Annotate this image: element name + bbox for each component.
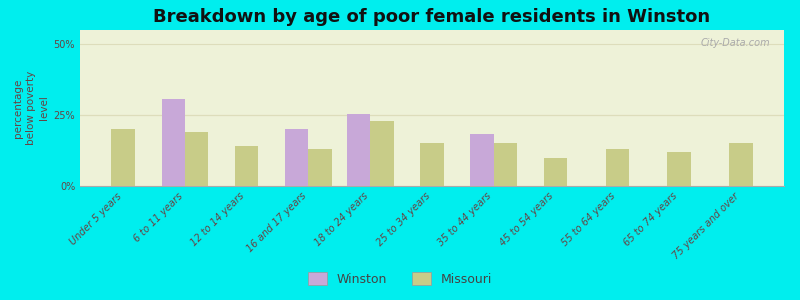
Bar: [606, 149, 629, 186]
Text: City-Data.com: City-Data.com: [700, 38, 770, 48]
Bar: [235, 146, 258, 186]
Bar: [470, 134, 494, 186]
Title: Breakdown by age of poor female residents in Winston: Breakdown by age of poor female resident…: [154, 8, 710, 26]
Bar: [309, 149, 332, 186]
Bar: [346, 114, 370, 186]
Bar: [285, 129, 309, 186]
Bar: [729, 143, 753, 186]
Bar: [162, 100, 185, 186]
Y-axis label: percentage
below poverty
level: percentage below poverty level: [13, 71, 50, 145]
Bar: [420, 143, 444, 186]
Bar: [667, 152, 690, 186]
Bar: [370, 121, 394, 186]
Bar: [185, 132, 209, 186]
Bar: [111, 129, 135, 186]
Legend: Winston, Missouri: Winston, Missouri: [303, 267, 497, 291]
Bar: [544, 158, 567, 186]
Bar: [494, 143, 518, 186]
